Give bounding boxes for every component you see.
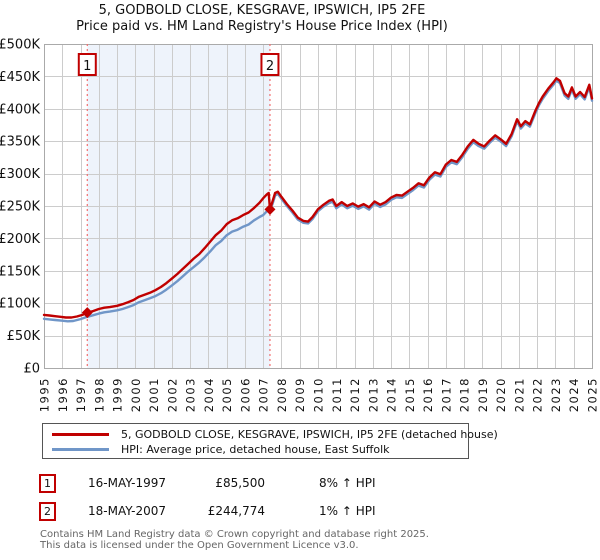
svg-text:£300K: £300K <box>0 167 40 182</box>
sale-date-1: 16-MAY-1997 <box>88 476 167 490</box>
svg-text:2025: 2025 <box>586 377 600 412</box>
page-title: 5, GODBOLD CLOSE, KESGRAVE, IPSWICH, IP5… <box>98 3 426 18</box>
svg-text:2023: 2023 <box>549 377 563 412</box>
plot-border <box>44 44 593 369</box>
sale-annotation-row-2: 2 18-MAY-2007 £244,774 1% ↑ HPI <box>0 502 600 522</box>
svg-text:£400K: £400K <box>0 102 40 117</box>
svg-text:1997: 1997 <box>74 377 88 412</box>
svg-text:£350K: £350K <box>0 135 40 150</box>
svg-text:2003: 2003 <box>184 377 198 412</box>
svg-text:2018: 2018 <box>458 377 472 412</box>
svg-text:2022: 2022 <box>531 377 545 412</box>
svg-text:2000: 2000 <box>129 377 143 412</box>
svg-text:£250K: £250K <box>0 200 40 215</box>
svg-text:£50K: £50K <box>7 329 41 344</box>
x-axis-tick-labels: 1995 1996 1997 1998 1999 2000 2001 2002 2003 2004… <box>38 377 600 412</box>
svg-text:2008: 2008 <box>275 377 289 412</box>
price-history-chart: £0 £50K £100K £150K £200K £250K £300K £350K £400… <box>0 38 600 413</box>
sale-price-1: £85,500 <box>215 476 265 490</box>
svg-text:2016: 2016 <box>421 377 435 412</box>
svg-text:2005: 2005 <box>220 377 234 412</box>
svg-text:2013: 2013 <box>366 377 380 412</box>
svg-text:2007: 2007 <box>257 377 271 412</box>
sale-marker-diamond-2 <box>264 203 276 215</box>
sale-event-box-1 <box>77 53 97 76</box>
sale-event-box-number-2: 2 <box>266 59 274 74</box>
svg-text:£200K: £200K <box>0 232 40 247</box>
event-number-badge-1: 1 <box>39 474 56 493</box>
licence-line: This data is licensed under the Open Gov… <box>40 540 359 551</box>
svg-text:£100K: £100K <box>0 297 40 312</box>
svg-text:£150K: £150K <box>0 264 40 279</box>
page-subtitle: Price paid vs. HM Land Registry's House … <box>76 19 448 34</box>
legend-label-hpi: HPI: Average price, detached house, East… <box>121 443 390 456</box>
svg-text:£500K: £500K <box>0 38 40 53</box>
svg-text:2024: 2024 <box>567 377 581 412</box>
y-axis-tick-labels: £0 £50K £100K £150K £200K £250K £300K £350K £400… <box>0 38 40 377</box>
svg-text:2019: 2019 <box>476 377 490 412</box>
sale-event-box-number-1: 1 <box>83 59 91 74</box>
svg-text:1998: 1998 <box>92 377 106 412</box>
chart-legend: 5, GODBOLD CLOSE, KESGRAVE, IPSWICH, IP5… <box>42 423 498 459</box>
hpi-delta-1: 8% ↑ HPI <box>319 476 376 490</box>
svg-text:2011: 2011 <box>330 377 344 412</box>
svg-text:2020: 2020 <box>494 377 508 412</box>
legend-label-property: 5, GODBOLD CLOSE, KESGRAVE, IPSWICH, IP5… <box>121 428 498 441</box>
svg-text:£0: £0 <box>23 362 40 377</box>
svg-text:2001: 2001 <box>147 377 161 412</box>
chart-header: 5, GODBOLD CLOSE, KESGRAVE, IPSWICH, IP5… <box>0 0 524 35</box>
hpi-delta-2: 1% ↑ HPI <box>319 504 376 518</box>
svg-text:1995: 1995 <box>38 377 52 412</box>
svg-text:1999: 1999 <box>111 377 125 412</box>
svg-text:1996: 1996 <box>56 377 70 412</box>
svg-text:£450K: £450K <box>0 70 40 85</box>
svg-text:2004: 2004 <box>202 377 216 412</box>
copyright-line: Contains HM Land Registry data © Crown c… <box>40 529 429 540</box>
svg-text:2009: 2009 <box>293 377 307 412</box>
svg-text:2021: 2021 <box>512 377 526 412</box>
svg-text:2010: 2010 <box>312 377 326 412</box>
sale-event-box-2 <box>260 53 280 76</box>
svg-text:2017: 2017 <box>439 377 453 412</box>
legend-row-hpi: HPI: Average price, detached house, East… <box>43 442 468 457</box>
sale-marker-diamond-1 <box>81 307 93 319</box>
legend-row-property: 5, GODBOLD CLOSE, KESGRAVE, IPSWICH, IP5… <box>43 427 498 442</box>
svg-text:2006: 2006 <box>238 377 252 412</box>
svg-text:2012: 2012 <box>348 377 362 412</box>
hpi-line-swatch <box>52 448 109 451</box>
svg-text:2002: 2002 <box>165 377 179 412</box>
property-series-line <box>42 77 594 319</box>
sale-price-2: £244,774 <box>207 504 265 518</box>
svg-text:2015: 2015 <box>403 377 417 412</box>
svg-text:2014: 2014 <box>385 377 399 412</box>
sale-date-2: 18-MAY-2007 <box>88 504 167 518</box>
sale-annotation-row-1: 1 16-MAY-1997 £85,500 8% ↑ HPI <box>0 474 600 494</box>
event-number-badge-2: 2 <box>39 502 56 521</box>
property-line-swatch <box>52 433 109 436</box>
copyright-notice: Contains HM Land Registry data © Crown c… <box>40 529 429 551</box>
